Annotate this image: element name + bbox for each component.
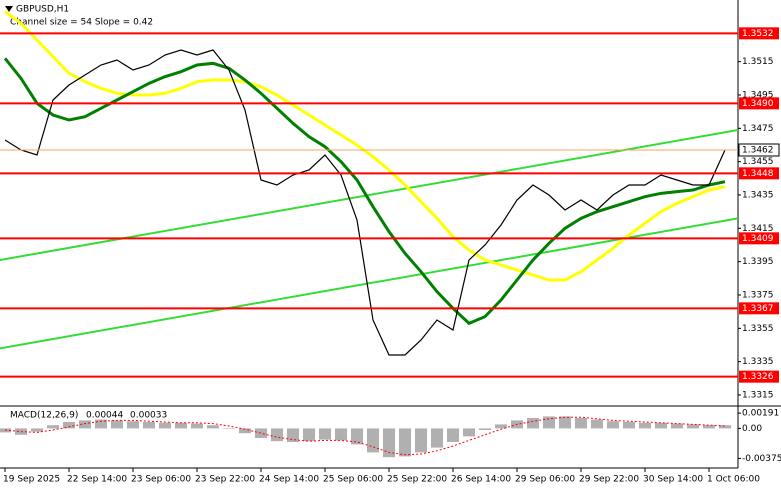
macd-bar	[319, 428, 331, 440]
macd-bar	[79, 420, 91, 429]
macd-signal: 0.00033	[130, 411, 167, 421]
x-tick-label: 23 Sep 22:00	[195, 475, 255, 485]
macd-bar	[671, 423, 683, 429]
macd-bar	[191, 423, 203, 429]
macd-bar	[239, 428, 251, 434]
x-tick-label: 29 Sep 22:00	[579, 475, 639, 485]
x-tick-label: 22 Sep 14:00	[67, 475, 127, 485]
x-tick-label: 23 Sep 06:00	[131, 475, 191, 485]
level-box	[739, 27, 779, 40]
y-tick-label: 1.3335	[742, 357, 774, 367]
menu-arrow	[5, 6, 13, 12]
x-tick-label: 25 Sep 22:00	[387, 475, 447, 485]
level-box	[739, 302, 779, 315]
level-box	[739, 370, 779, 383]
macd-bar	[335, 428, 347, 441]
macd-bar	[687, 424, 699, 429]
y-tick-label: 1.3495	[742, 91, 774, 101]
macd-bar	[383, 428, 395, 458]
x-tick-label: 26 Sep 14:00	[451, 475, 511, 485]
y-tick-label: 1.3395	[742, 257, 774, 267]
macd-label: MACD(12,26,9)	[10, 411, 78, 421]
y-tick-label: 1.3415	[742, 224, 774, 234]
macd-bar	[143, 422, 155, 429]
channel-line	[0, 217, 738, 350]
macd-bar	[367, 428, 379, 453]
x-tick-label: 29 Sep 06:00	[515, 475, 575, 485]
macd-bar	[399, 428, 411, 457]
macd-bar	[31, 428, 43, 432]
macd-bar	[63, 422, 75, 429]
macd-bar	[495, 424, 507, 429]
price-line	[4, 49, 726, 356]
macd-bar	[111, 420, 123, 429]
macd-bar	[575, 418, 587, 429]
macd-tick-label: -0.00375	[742, 454, 781, 464]
macd-bar	[655, 422, 667, 429]
macd-bar	[287, 428, 299, 442]
level-label: 1.3490	[742, 99, 774, 109]
x-tick-label: 25 Sep 06:00	[323, 475, 383, 485]
x-tick-label: 19 Sep 2025	[3, 475, 60, 485]
macd-bar	[447, 428, 459, 442]
macd-signal-line	[4, 416, 726, 456]
macd-bar	[607, 421, 619, 429]
macd-bar	[159, 422, 171, 429]
x-tick-label: 24 Sep 14:00	[259, 475, 319, 485]
y-tick-label: 1.3515	[742, 57, 774, 67]
level-box	[739, 97, 779, 110]
macd-bar	[415, 428, 427, 453]
current-price-label: 1.3462	[742, 146, 774, 156]
y-tick-label: 1.3455	[742, 157, 774, 167]
macd-bar	[719, 425, 731, 429]
macd-tick-label: 0.00	[742, 424, 762, 434]
level-label: 1.3409	[742, 234, 774, 244]
moving-average	[3, 57, 726, 326]
macd-bar	[127, 421, 139, 429]
macd-bar	[639, 422, 651, 429]
macd-bar	[623, 422, 635, 429]
macd-bar	[47, 425, 59, 429]
level-label: 1.3532	[742, 29, 774, 39]
channel-info: Channel size = 54 Slope = 0.42	[10, 18, 153, 28]
level-label: 1.3326	[742, 372, 774, 382]
current-price-box	[738, 143, 780, 157]
symbol: GBPUSD,H1	[16, 5, 69, 15]
macd-bar	[351, 428, 363, 445]
y-tick-label: 1.3475	[742, 124, 774, 134]
macd-bar	[95, 419, 107, 429]
x-tick-label: 30 Sep 14:00	[643, 475, 703, 485]
x-tick-label: 1 Oct 06:00	[707, 475, 760, 485]
plot-area	[0, 10, 738, 356]
macd-main: 0.00044	[86, 411, 123, 421]
y-tick-label: 1.3315	[742, 391, 774, 401]
level-box	[739, 232, 779, 245]
macd-bar	[271, 428, 283, 442]
macd-bar	[175, 422, 187, 429]
y-tick-label: 1.3435	[742, 191, 774, 201]
macd-bar	[703, 425, 715, 429]
level-label: 1.3448	[742, 169, 774, 179]
macd-bar	[543, 416, 555, 429]
macd-bar	[527, 418, 539, 429]
level-box	[739, 167, 779, 180]
macd-bar	[303, 428, 315, 442]
macd-tick-label: 0.00191	[742, 409, 779, 419]
macd-bar	[255, 428, 267, 438]
macd-bar	[479, 428, 491, 430]
level-label: 1.3367	[742, 304, 774, 314]
macd-bar	[223, 428, 235, 429]
macd-bar	[207, 425, 219, 429]
macd-bar	[463, 428, 475, 437]
y-tick-label: 1.3375	[742, 291, 774, 301]
y-tick-label: 1.3355	[742, 324, 774, 334]
macd-bar	[431, 428, 443, 448]
macd-bar	[559, 416, 571, 429]
macd-bar	[591, 419, 603, 429]
